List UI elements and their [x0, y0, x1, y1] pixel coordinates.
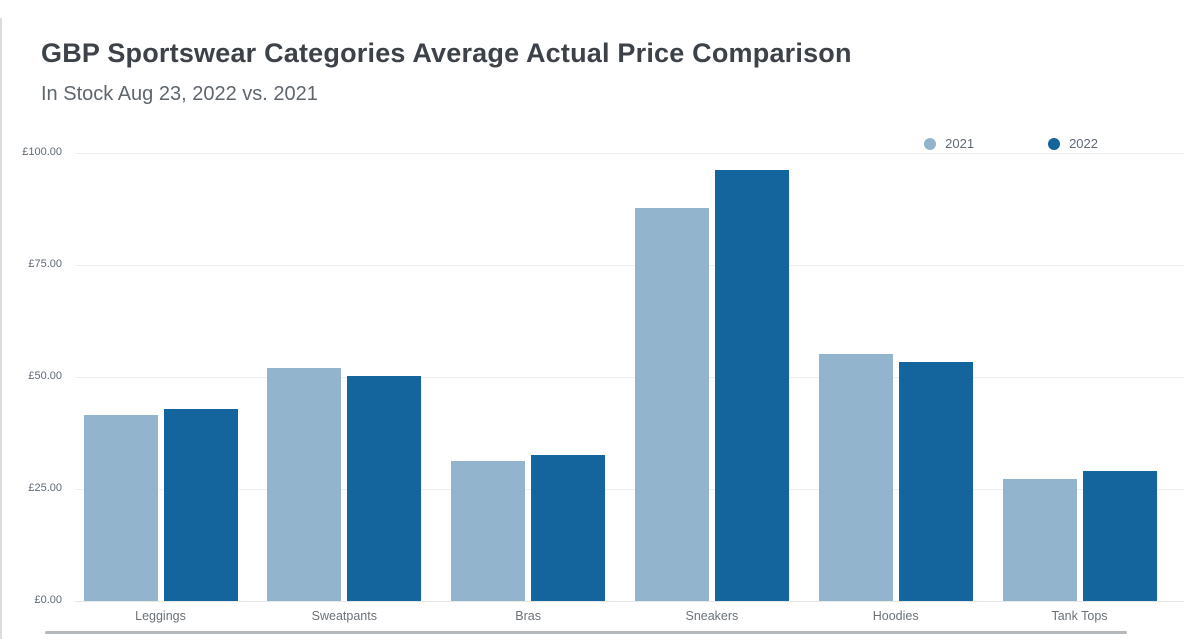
window-left-edge [0, 18, 2, 639]
y-axis-tick-label: £0.00 [34, 594, 62, 606]
bar-2022-sweatpants[interactable] [347, 375, 422, 601]
y-axis-tick-label: £100.00 [22, 146, 62, 158]
y-axis-tick-label: £75.00 [28, 258, 62, 270]
legend-item-2021[interactable]: 2021 [924, 136, 974, 151]
x-axis-label-sweatpants: Sweatpants [311, 609, 377, 623]
bar-2022-leggings[interactable] [163, 409, 238, 601]
x-axis-label-leggings: Leggings [135, 609, 186, 623]
gridline-100 [75, 153, 1184, 154]
bar-2021-leggings[interactable] [83, 414, 158, 601]
bar-2022-sneakers[interactable] [714, 170, 789, 601]
horizontal-scrollbar[interactable] [45, 631, 1127, 634]
legend-label-2021: 2021 [945, 136, 975, 151]
bar-2021-sweatpants[interactable] [267, 368, 342, 601]
bar-2021-hoodies[interactable] [818, 353, 893, 601]
y-axis-tick-label: £50.00 [28, 370, 62, 382]
x-axis-label-bras: Bras [515, 609, 541, 623]
legend-item-2022[interactable]: 2022 [1048, 136, 1098, 151]
gridline-0 [75, 601, 1184, 602]
bar-2021-sneakers[interactable] [634, 208, 709, 601]
chart-legend: 2021 2022 [924, 136, 1098, 151]
gridline-75 [75, 265, 1184, 266]
x-axis-label-tank-tops: Tank Tops [1051, 609, 1108, 623]
bar-2022-hoodies[interactable] [898, 361, 973, 601]
legend-dot-2022-icon [1048, 137, 1061, 150]
bar-2022-tank-tops[interactable] [1082, 471, 1157, 601]
legend-label-2022: 2022 [1069, 136, 1098, 151]
bar-2021-bras[interactable] [451, 460, 526, 601]
chart-subtitle: In Stock Aug 23, 2022 vs. 2021 [41, 83, 318, 105]
chart-title: GBP Sportswear Categories Average Actual… [41, 38, 852, 68]
x-axis-label-hoodies: Hoodies [872, 609, 919, 623]
bar-2022-bras[interactable] [531, 454, 606, 601]
gridline-25 [75, 489, 1184, 490]
x-axis-label-sneakers: Sneakers [685, 609, 739, 623]
gridline-50 [75, 377, 1184, 378]
y-axis-tick-label: £25.00 [28, 482, 62, 494]
legend-dot-2021-icon [924, 137, 937, 150]
bar-2021-tank-tops[interactable] [1002, 478, 1077, 601]
